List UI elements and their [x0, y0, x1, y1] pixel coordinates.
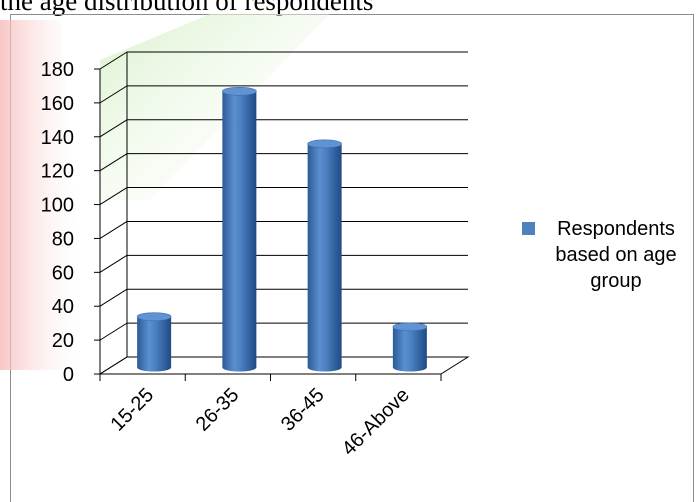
- gridline-depth: [99, 322, 128, 341]
- legend-label: Respondents based on age group: [555, 218, 677, 292]
- x-tick-label: 26-35: [192, 384, 244, 436]
- gridline-depth: [99, 153, 128, 172]
- gridline-depth: [99, 85, 128, 104]
- y-tick-label: 120: [41, 161, 74, 183]
- background-wedge-green: [100, 14, 330, 200]
- bar: [392, 322, 428, 372]
- bar-top: [222, 87, 257, 96]
- bar-body: [137, 316, 172, 372]
- axes: [94, 52, 470, 381]
- y-tick-label: 100: [41, 195, 74, 217]
- chart-caption: the age distribution of respondents: [0, 0, 374, 16]
- y-tick-label: 20: [52, 330, 74, 352]
- x-tick-label: 15-25: [106, 384, 158, 436]
- y-tick-label: 80: [52, 228, 74, 250]
- bar-top: [136, 312, 172, 321]
- gridline-depth: [99, 254, 128, 273]
- bar-top: [392, 322, 428, 332]
- gridline-depth: [99, 221, 128, 239]
- y-tick-label: 140: [41, 127, 74, 149]
- gridline-depth: [99, 288, 128, 307]
- y-tick-label: 160: [41, 93, 74, 115]
- legend-swatch: [522, 222, 535, 235]
- gridline-depth: [99, 187, 128, 205]
- y-tick-label: 180: [41, 59, 74, 81]
- legend: Respondents based on age group: [522, 216, 698, 294]
- gridline-depth: [99, 51, 128, 70]
- background-wedge-red: [0, 20, 88, 370]
- bar-top: [307, 139, 342, 149]
- bars: [136, 87, 428, 372]
- bar: [222, 87, 257, 372]
- bar-body: [392, 326, 427, 372]
- bar: [307, 139, 342, 372]
- bar-body: [307, 143, 342, 372]
- bar-body: [222, 91, 257, 372]
- y-tick-label: 40: [52, 296, 74, 318]
- gridlines: [99, 51, 468, 375]
- y-tick-label: 0: [63, 364, 74, 386]
- y-tick-label: 60: [52, 262, 74, 284]
- chart-floor: [98, 356, 470, 375]
- x-tick-label: 36-45: [277, 384, 329, 436]
- x-tick-label: 46-Above: [338, 384, 414, 460]
- gridline-depth: [99, 119, 128, 138]
- bar: [136, 312, 172, 372]
